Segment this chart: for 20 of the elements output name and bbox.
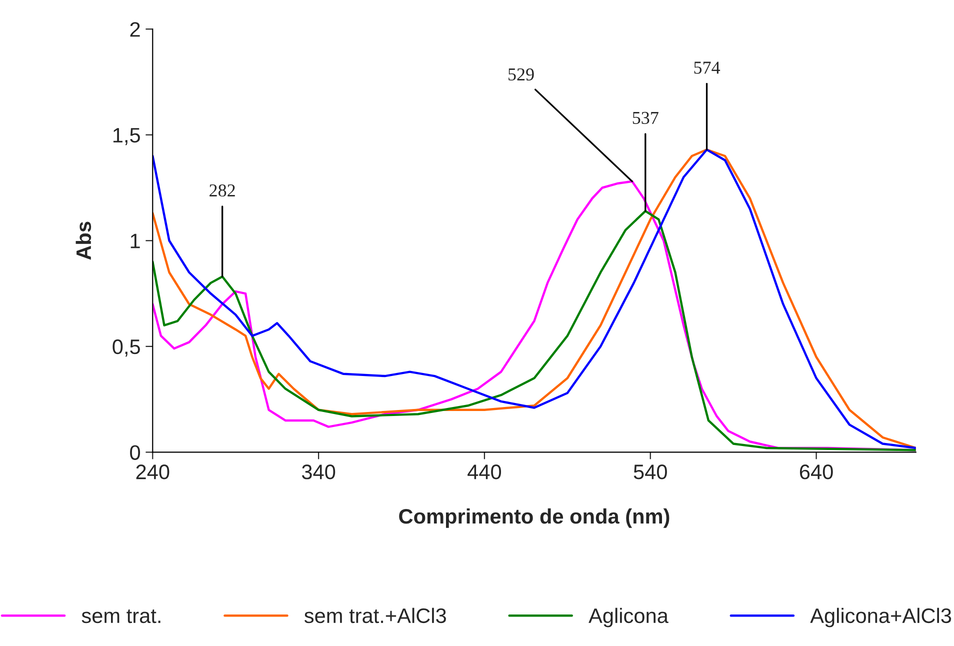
annotation: 529 bbox=[508, 68, 534, 81]
legend-label: sem trat.+AlCl3 bbox=[304, 608, 446, 624]
y-tick-label: 0,5 bbox=[112, 339, 140, 357]
x-tick-label: 640 bbox=[800, 464, 833, 480]
x-tick-label: 240 bbox=[136, 464, 170, 480]
y-axis-title: Abs bbox=[76, 222, 92, 260]
annotation: 537 bbox=[632, 112, 658, 124]
legend-label: sem trat. bbox=[82, 609, 160, 624]
y-tick-label: 0 bbox=[130, 445, 140, 460]
legend-label: Aglicona+AlCl3 bbox=[810, 608, 952, 628]
annotation: 282 bbox=[210, 184, 235, 197]
x-tick-label: 540 bbox=[634, 464, 667, 480]
y-tick-label: 1 bbox=[130, 234, 140, 248]
annotation: 574 bbox=[694, 62, 720, 74]
y-tick-label: 1,5 bbox=[113, 128, 140, 146]
x-axis-title: Comprimento de onda (nm) bbox=[399, 508, 670, 528]
x-tick-label: 440 bbox=[468, 464, 502, 480]
legend-label: Aglicona bbox=[588, 608, 668, 628]
x-tick-label: 340 bbox=[302, 464, 336, 480]
y-tick-label: 2 bbox=[130, 22, 140, 37]
